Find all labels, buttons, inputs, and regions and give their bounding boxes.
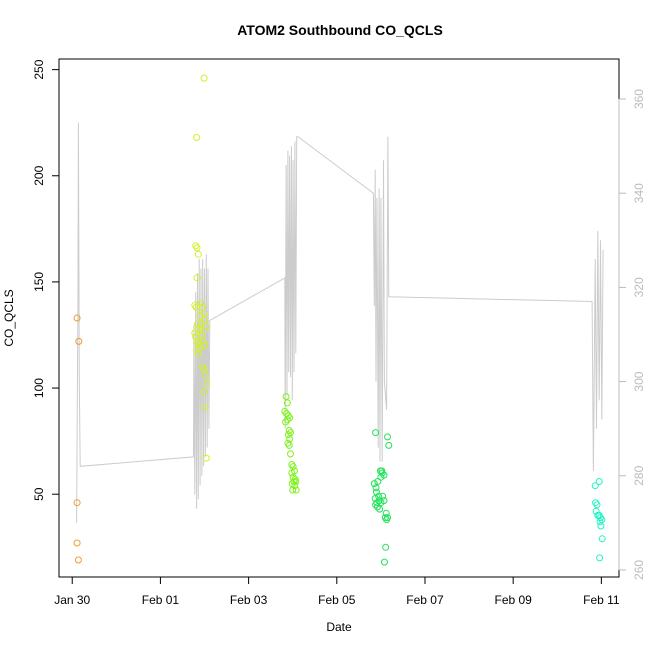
y-tick-label-3: 200	[32, 165, 46, 185]
data-point-s0-0	[73, 314, 81, 322]
secondary-line-layer	[76, 122, 604, 523]
x-tick-label-3: Feb 05	[318, 593, 356, 607]
y2-tick-label-1: 280	[632, 465, 646, 485]
data-point-s3-11	[375, 492, 383, 500]
data-point-s4-12	[596, 554, 604, 562]
data-point-s1-23	[201, 342, 208, 350]
x-tick-label-5: Feb 09	[494, 593, 532, 607]
data-point-s1-20	[202, 323, 210, 330]
y-axis: 50 100 150 200 250	[32, 59, 60, 501]
data-point-s3-25	[382, 543, 390, 551]
data-point-s1-22	[199, 337, 207, 345]
data-point-s3-18	[372, 501, 380, 509]
x-tick-label-1: Feb 01	[142, 593, 180, 607]
data-point-s3-0	[372, 429, 380, 437]
data-point-s4-0	[591, 482, 599, 490]
data-point-s2-22	[292, 478, 300, 485]
data-point-s2-13	[285, 441, 293, 449]
data-point-s4-10	[597, 522, 605, 530]
data-point-s1-16	[197, 299, 205, 307]
data-point-s4-3	[593, 501, 601, 509]
data-point-s1-13	[196, 344, 204, 352]
data-point-s1-3	[194, 250, 202, 258]
data-point-s4-11	[598, 535, 606, 543]
data-point-s2-10	[284, 431, 292, 439]
data-point-s0-4	[74, 556, 82, 564]
data-point-s0-2	[73, 499, 81, 507]
y2-axis: 260 280 300 320 340 360	[618, 89, 646, 580]
y2-tick-label-3: 320	[632, 277, 646, 297]
data-point-s3-3	[370, 480, 378, 488]
data-point-s1-10	[192, 333, 200, 341]
data-point-s1-17	[198, 303, 206, 311]
y-tick-label-4: 250	[32, 59, 46, 79]
data-point-s2-24	[291, 482, 299, 490]
x-tick-label-6: Feb 11	[583, 593, 620, 607]
data-point-s2-9	[287, 429, 294, 437]
data-point-s3-14	[375, 497, 383, 505]
data-point-s3-4	[372, 484, 380, 492]
data-point-s3-20	[376, 505, 384, 513]
data-point-s4-9	[596, 518, 604, 526]
data-point-s0-3	[73, 539, 81, 547]
data-point-s1-7	[194, 320, 201, 328]
data-point-s3-10	[373, 488, 380, 496]
x-tick-label-4: Feb 07	[406, 593, 444, 607]
data-point-s2-18	[288, 469, 296, 477]
y2-tick-label-4: 340	[632, 183, 646, 203]
data-point-s0-1	[75, 337, 83, 345]
y-tick-label-2: 150	[32, 272, 46, 292]
data-point-s2-0	[282, 393, 290, 400]
data-point-s3-1	[384, 433, 391, 441]
data-point-s2-5	[286, 414, 294, 422]
x-axis-label: Date	[326, 620, 352, 634]
data-point-s1-29	[200, 388, 208, 396]
y2-tick-label-2: 300	[632, 371, 646, 391]
data-point-s1-0	[193, 134, 201, 141]
y-tick-label-1: 100	[32, 378, 46, 398]
data-point-s3-24	[383, 516, 391, 524]
y-tick-label-0: 50	[32, 487, 46, 501]
data-point-s1-21	[198, 331, 206, 339]
y2-tick-label-5: 360	[632, 89, 646, 109]
data-point-s2-25	[292, 486, 300, 494]
data-point-s3-27	[378, 467, 386, 475]
data-point-s3-2	[385, 441, 393, 449]
data-point-s3-17	[380, 497, 388, 505]
data-point-s2-6	[282, 418, 290, 426]
y2-tick-label-0: 260	[632, 560, 646, 580]
data-point-s3-16	[379, 492, 387, 500]
data-point-s1-31	[202, 454, 210, 462]
y-axis-label: CO_QCLS	[2, 289, 16, 346]
data-point-s3-26	[380, 558, 388, 566]
data-point-s1-4	[193, 274, 201, 282]
data-point-s2-7	[283, 416, 291, 424]
data-point-s1-34	[196, 312, 204, 320]
x-tick-label-0: Jan 30	[54, 593, 90, 607]
data-point-s4-1	[595, 478, 603, 485]
data-point-s2-2	[281, 407, 289, 415]
x-tick-label-2: Feb 03	[230, 593, 268, 607]
data-point-s2-1	[283, 399, 291, 407]
data-point-s1-33	[197, 320, 205, 328]
data-point-s1-14	[193, 346, 201, 354]
data-point-s1-26	[200, 365, 208, 373]
plot-frame	[58, 58, 620, 578]
data-point-s1-15	[194, 350, 202, 358]
data-point-s1-30	[201, 403, 209, 411]
data-point-s1-27	[201, 371, 209, 379]
data-point-s2-16	[289, 463, 297, 471]
data-point-s2-26	[289, 486, 297, 494]
data-point-s1-32	[200, 74, 208, 82]
data-point-s1-28	[203, 380, 211, 388]
points-layer	[73, 74, 606, 566]
chart-title: ATOM2 Southbound CO_QCLS	[237, 22, 443, 38]
secondary-series-line	[76, 122, 604, 523]
data-point-s1-2	[193, 244, 201, 252]
data-point-s2-14	[287, 450, 294, 458]
data-point-s3-19	[373, 503, 381, 511]
x-axis: Jan 30 Feb 01 Feb 03 Feb 05 Feb 07 Feb 09 Feb …	[54, 576, 620, 607]
